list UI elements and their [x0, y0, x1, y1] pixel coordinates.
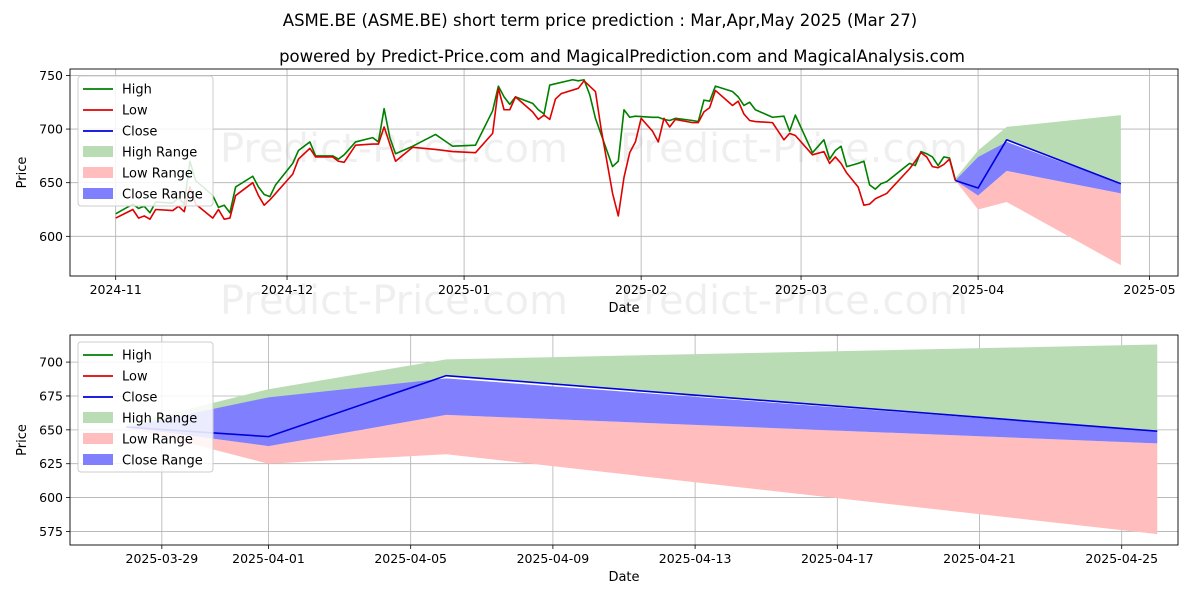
- x-tick-label: 2025-02: [615, 282, 667, 297]
- series-line-close: [955, 138, 1122, 189]
- chart-panel-2: Predict-Price.comPredict-Price.com2025-0…: [15, 334, 1179, 585]
- plot-frame: [69, 68, 1179, 277]
- x-tick-label: 2025-04-09: [517, 551, 590, 566]
- x-tick-label: 2025-04: [952, 282, 1004, 297]
- legend-entry-label: Close: [122, 125, 157, 140]
- x-tick-label: 2025-01: [438, 282, 490, 297]
- y-tick-label: 600: [39, 490, 63, 505]
- y-tick-label: 650: [39, 422, 63, 437]
- x-tick-label: 2025-04-05: [374, 551, 447, 566]
- legend-swatch: [83, 412, 113, 423]
- legend-entry-label: Close: [122, 391, 157, 406]
- watermark-text: Predict-Price.com: [620, 278, 968, 324]
- legend: High Low Close High Range Low Range Close Ran…: [77, 75, 214, 207]
- watermark-text: Predict-Price.com: [220, 278, 568, 324]
- x-axis-label: Date: [608, 570, 639, 585]
- y-tick-label: 750: [39, 68, 63, 83]
- legend-entry-label: High Range: [122, 412, 197, 427]
- x-tick-label: 2024-11: [90, 282, 142, 297]
- plot-frame: [69, 334, 1179, 546]
- legend-entry-label: Close Range: [122, 188, 203, 203]
- series-line-high: [115, 78, 957, 215]
- chart-subtitle: powered by Predict-Price.com and Magical…: [279, 47, 965, 66]
- series-line-low: [115, 79, 957, 220]
- band-low-range: [955, 170, 1121, 266]
- chart-title: ASME.BE (ASME.BE) short term price predi…: [283, 11, 917, 30]
- x-tick-label: 2025-03: [775, 282, 827, 297]
- y-axis-label: Price: [15, 424, 30, 456]
- legend-entry-label: High: [122, 349, 152, 364]
- legend-entry-label: High: [122, 83, 152, 98]
- y-tick-label: 625: [39, 456, 63, 471]
- x-tick-label: 2025-05: [1123, 282, 1175, 297]
- legend-entry-label: Low Range: [122, 433, 193, 448]
- y-tick-label: 575: [39, 524, 63, 539]
- y-tick-label: 700: [39, 355, 63, 370]
- band-close-range: [126, 378, 1158, 447]
- legend-swatch: [83, 167, 113, 178]
- x-tick-label: 2024-12: [261, 282, 313, 297]
- legend-entry-label: Low: [122, 370, 148, 385]
- legend-entry-label: High Range: [122, 146, 197, 161]
- legend-swatch: [83, 454, 113, 465]
- x-tick-label: 2025-04-17: [801, 551, 874, 566]
- chart-panel-1: Predict-Price.com Predict-Price.com2024-1…: [15, 68, 1179, 316]
- x-tick-label: 2025-04-01: [232, 551, 305, 566]
- watermark-text: Predict-Price.com: [620, 126, 968, 172]
- y-tick-label: 675: [39, 388, 63, 403]
- legend-entry-label: Low Range: [122, 167, 193, 182]
- legend-swatch: [83, 146, 113, 157]
- x-tick-label: 2025-03-29: [126, 551, 199, 566]
- legend-swatch: [83, 188, 113, 199]
- y-tick-label: 700: [39, 122, 63, 137]
- band-low-range: [126, 414, 1158, 535]
- x-tick-label: 2025-04-21: [943, 551, 1016, 566]
- legend-swatch: [83, 433, 113, 444]
- y-tick-label: 650: [39, 175, 63, 190]
- legend: High Low Close High Range Low Range Close Ran…: [77, 341, 214, 473]
- x-axis-label: Date: [608, 301, 639, 316]
- legend-entry-label: Close Range: [122, 454, 203, 469]
- y-tick-label: 600: [39, 229, 63, 244]
- legend-entry-label: Low: [122, 104, 148, 119]
- x-tick-label: 2025-04-25: [1085, 551, 1158, 566]
- y-axis-label: Price: [15, 157, 30, 189]
- x-tick-label: 2025-04-13: [659, 551, 732, 566]
